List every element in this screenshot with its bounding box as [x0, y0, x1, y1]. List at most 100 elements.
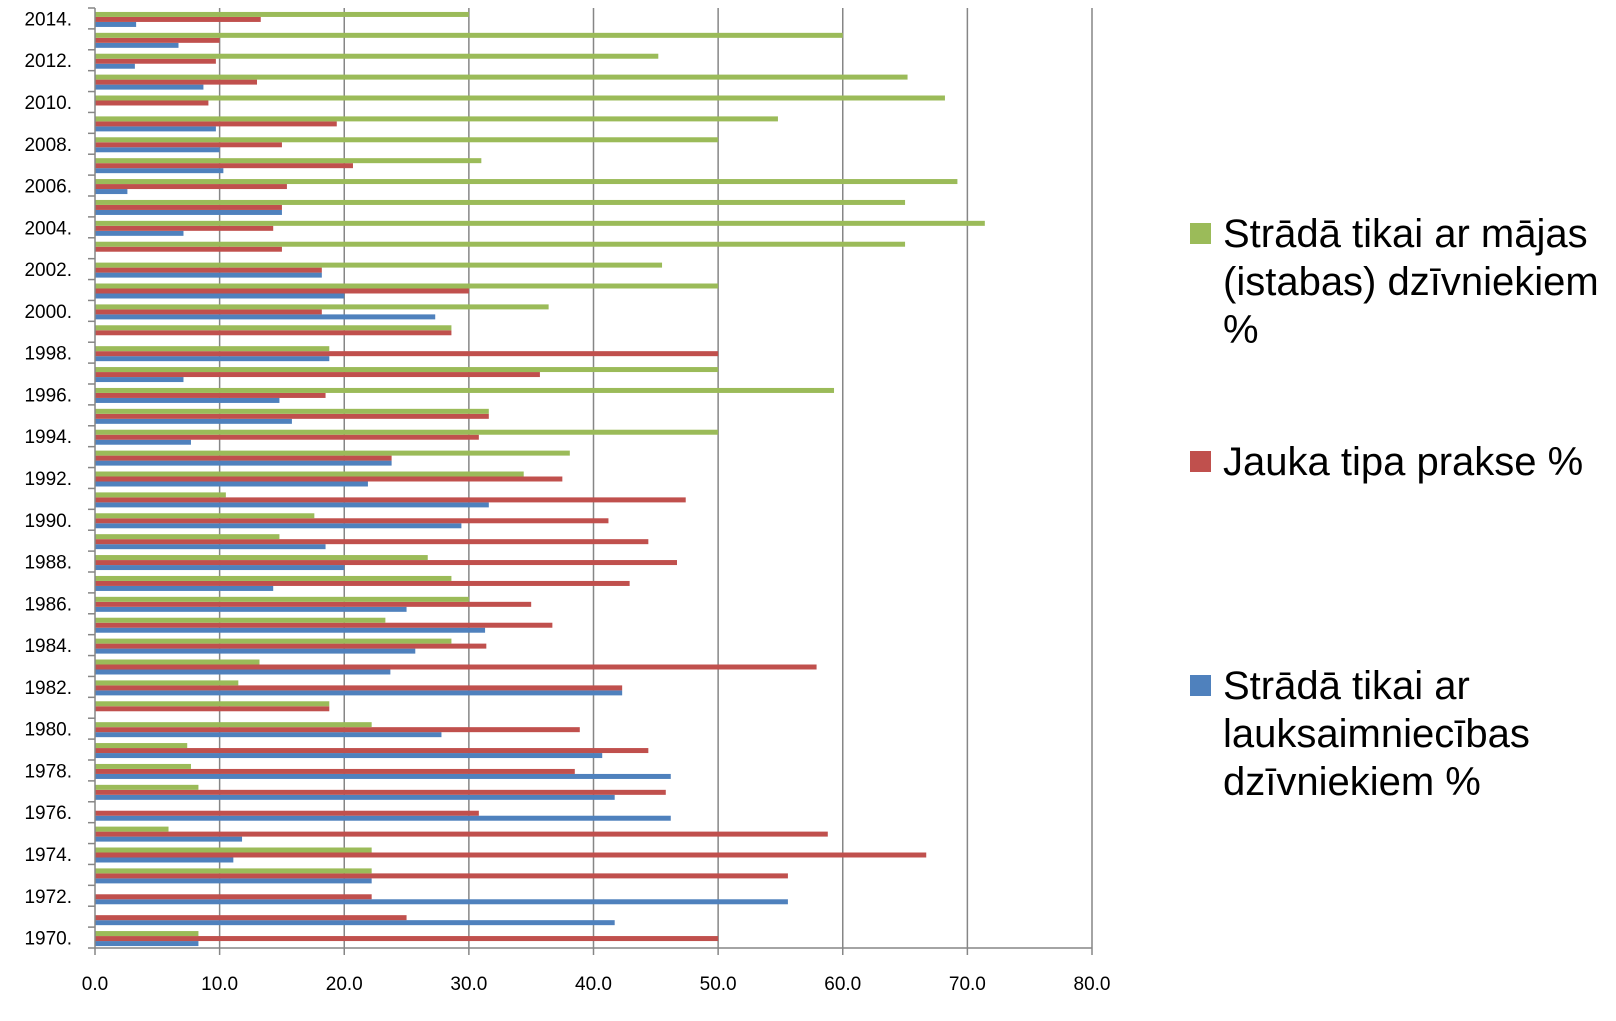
bar [95, 815, 671, 821]
bar [95, 392, 326, 398]
y-tick-label: 1984. [24, 636, 72, 657]
y-axis-labels: 1970. 1972. 1974. 1976. 1978. 1980. 1982. 1984.… [24, 9, 72, 949]
y-tick-label: 1982. [24, 678, 72, 699]
x-axis-labels: 0.0 10.0 20.0 30.0 40.0 50.0 60.0 70.0 80.0 [82, 974, 1111, 995]
bar [95, 429, 719, 435]
bar [95, 79, 258, 85]
legend-label-pets: Strādā tikai ar mājas (istabas) dzīvniek… [1223, 212, 1599, 352]
bar [95, 262, 663, 268]
y-tick-label: 1978. [24, 761, 72, 782]
bar [95, 126, 216, 132]
bar [95, 920, 615, 926]
bar [95, 309, 322, 315]
bar [95, 596, 469, 602]
bar [95, 868, 372, 874]
bar [95, 225, 274, 231]
bar [95, 293, 345, 299]
legend-swatch-mixed [1190, 451, 1211, 472]
bar [95, 84, 204, 90]
bar [95, 230, 184, 236]
x-tick-label: 50.0 [700, 974, 737, 995]
x-tick-label: 30.0 [450, 974, 487, 995]
bar [95, 116, 778, 122]
y-tick-label: 2014. [24, 9, 72, 30]
bar [95, 555, 428, 561]
y-tick-label: 1972. [24, 887, 72, 908]
legend-swatch-farm [1190, 675, 1211, 696]
y-tick-label: 2000. [24, 302, 72, 323]
bar [95, 685, 623, 691]
bar [95, 158, 482, 164]
bar [95, 314, 436, 320]
bar [95, 418, 292, 424]
bar [95, 565, 345, 571]
bar [95, 585, 274, 591]
bar [95, 743, 188, 749]
bar [95, 690, 623, 696]
bar [95, 367, 719, 373]
bar [95, 58, 216, 64]
bar [95, 21, 137, 27]
bar [95, 346, 330, 352]
bar [95, 894, 372, 900]
bar [95, 648, 416, 654]
bar [95, 539, 649, 545]
bar [95, 204, 282, 210]
bar [95, 643, 487, 649]
bar [95, 659, 260, 665]
bar [95, 784, 199, 790]
bar [95, 53, 659, 59]
x-tick-label: 20.0 [326, 974, 363, 995]
bar [95, 372, 540, 378]
bar [95, 330, 452, 336]
bar [95, 873, 788, 879]
y-tick-label: 1986. [24, 594, 72, 615]
bar [95, 121, 337, 127]
bar [95, 638, 452, 644]
bar [95, 701, 330, 707]
y-tick-label: 2010. [24, 93, 72, 114]
bar [95, 189, 128, 195]
bar [95, 622, 553, 628]
x-tick-label: 0.0 [82, 974, 108, 995]
legend-label-mixed: Jauka tipa prakse % [1223, 440, 1584, 484]
bar [95, 100, 209, 106]
bar [95, 288, 469, 294]
bar [95, 606, 407, 612]
bar [95, 627, 486, 633]
legend-item-farm: Strādā tikai ar lauksaimniecības dzīvnie… [1190, 662, 1613, 806]
bar [95, 220, 985, 226]
bar [95, 664, 817, 670]
y-tick-label: 1980. [24, 720, 72, 741]
y-tick-label: 2004. [24, 218, 72, 239]
bar [95, 356, 330, 362]
bar [95, 95, 945, 101]
bar [95, 74, 908, 80]
bar [95, 63, 135, 69]
bar [95, 680, 239, 686]
y-tick-label: 1996. [24, 385, 72, 406]
bar [95, 763, 191, 769]
bar [95, 753, 603, 759]
bar [95, 325, 452, 331]
bar [95, 16, 261, 22]
bar [95, 179, 958, 185]
y-tick-label: 1994. [24, 427, 72, 448]
bar [95, 147, 220, 153]
bar [95, 142, 282, 148]
bar [95, 241, 906, 247]
y-tick-label: 2002. [24, 260, 72, 281]
bar [95, 732, 442, 738]
bar [95, 272, 322, 278]
bar [95, 434, 479, 440]
y-tick-label: 2008. [24, 135, 72, 156]
legend-label-farm: Strādā tikai ar lauksaimniecības dzīvnie… [1223, 664, 1530, 804]
bar [95, 492, 226, 498]
y-tick-label: 1992. [24, 469, 72, 490]
y-tick-label: 2006. [24, 177, 72, 198]
bar [95, 37, 220, 43]
x-tick-label: 80.0 [1074, 974, 1111, 995]
bar [95, 413, 489, 419]
bar [95, 184, 287, 190]
bar [95, 267, 322, 273]
